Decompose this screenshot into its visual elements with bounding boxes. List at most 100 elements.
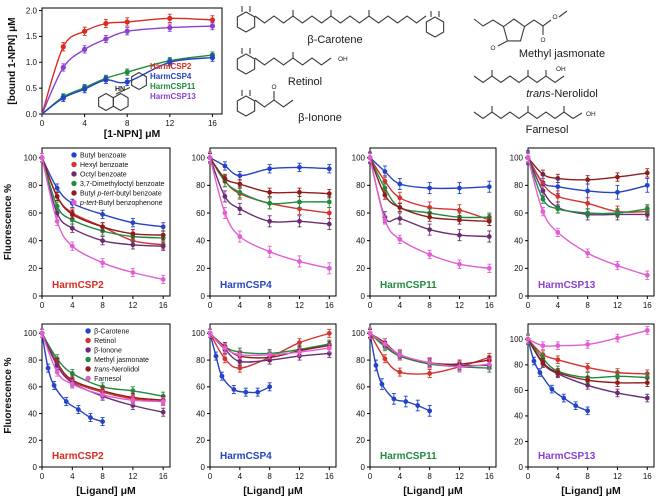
svg-text:OH: OH [556, 66, 566, 73]
svg-text:0: 0 [526, 472, 531, 481]
svg-text:0: 0 [33, 292, 38, 301]
svg-text:16: 16 [159, 472, 168, 481]
svg-text:8: 8 [100, 472, 105, 481]
structure-caption-trans-nerolidol: trans-Nerolidol [526, 88, 598, 100]
harmcsp2-natural-chart: 0 4 8 12 16 0 20 40 60 80 100 [Ligand] μM Fluorescen… [3, 323, 171, 497]
svg-text:12: 12 [165, 119, 174, 128]
structure-caption-beta-carotene: β-Carotene [307, 34, 363, 46]
svg-text:HarmCSP11: HarmCSP11 [380, 280, 437, 291]
svg-text:O: O [271, 84, 276, 91]
svg-text:100: 100 [192, 153, 206, 162]
svg-text:0.0: 0.0 [26, 110, 38, 119]
svg-text:60: 60 [28, 209, 37, 218]
chart-harmcsp2-benzoates: 0 4 8 12 16 0 20 40 60 80 100 Fluorescence % HarmCSP… [2, 142, 178, 319]
svg-text:0: 0 [519, 463, 524, 472]
svg-text:HN: HN [115, 86, 125, 93]
svg-text:16: 16 [208, 119, 217, 128]
svg-text:60: 60 [28, 383, 37, 392]
svg-text:0: 0 [33, 463, 38, 472]
svg-text:2.0: 2.0 [26, 6, 38, 15]
svg-text:trans-Nerolidol: trans-Nerolidol [94, 366, 140, 373]
svg-text:4: 4 [70, 301, 75, 310]
svg-text:[bound 1-NPN] μM: [bound 1-NPN] μM [7, 17, 18, 104]
svg-text:40: 40 [356, 236, 365, 245]
svg-text:HarmCSP4: HarmCSP4 [150, 72, 192, 81]
svg-text:[1-NPN] μM: [1-NPN] μM [104, 128, 161, 140]
svg-text:HarmCSP13: HarmCSP13 [150, 92, 196, 101]
svg-text:O: O [552, 14, 557, 21]
svg-text:20: 20 [356, 264, 365, 273]
svg-text:8: 8 [585, 472, 590, 481]
svg-text:HarmCSP2: HarmCSP2 [52, 280, 104, 291]
svg-text:HarmCSP11: HarmCSP11 [150, 82, 196, 91]
svg-text:0: 0 [526, 301, 531, 310]
harmcsp2-benzoates-chart: 0 4 8 12 16 0 20 40 60 80 100 Fluorescence % HarmCSP… [3, 147, 171, 310]
svg-text:4: 4 [398, 472, 403, 481]
svg-text:0: 0 [368, 472, 373, 481]
binding-chart: 0 4 8 12 16 0.0 0.5 1.0 1.5 2.0 [1-NPN] μM [bound 1… [7, 6, 223, 140]
svg-text:1.0: 1.0 [26, 58, 38, 67]
svg-text:60: 60 [356, 383, 365, 392]
svg-text:20: 20 [514, 264, 523, 273]
harmcsp11-natural-chart: 0 4 8 12 16 0 20 40 60 80 100 [Ligand] μM HarmCSP11 [352, 323, 497, 497]
svg-text:12: 12 [613, 472, 622, 481]
svg-text:HarmCSP2: HarmCSP2 [52, 451, 104, 462]
svg-text:80: 80 [514, 181, 523, 190]
svg-text:HarmCSP11: HarmCSP11 [380, 451, 437, 462]
svg-text:0: 0 [40, 472, 45, 481]
svg-text:8: 8 [427, 301, 432, 310]
svg-text:0: 0 [40, 301, 45, 310]
svg-text:0: 0 [208, 301, 213, 310]
svg-text:0: 0 [201, 463, 206, 472]
svg-text:20: 20 [514, 437, 523, 446]
chart-harmcsp11-benzoates: 0 4 8 12 16 0 20 40 60 80 100 HarmCSP11 [344, 142, 504, 319]
svg-text:[Ligand] μM: [Ligand] μM [243, 485, 303, 497]
svg-text:Fluorescence %: Fluorescence % [3, 184, 14, 260]
svg-text:0: 0 [208, 472, 213, 481]
harmcsp11-benzoates-chart: 0 4 8 12 16 0 20 40 60 80 100 HarmCSP11 [352, 147, 497, 310]
svg-text:HarmCSP13: HarmCSP13 [538, 280, 596, 291]
svg-text:8: 8 [585, 301, 590, 310]
svg-text:p-tert-Butyl benzophenone: p-tert-Butyl benzophenone [79, 200, 163, 207]
chart-harmcsp2-natural: 0 4 8 12 16 0 20 40 60 80 100 [Ligand] μM Fluorescen… [2, 318, 178, 497]
svg-text:8: 8 [100, 301, 105, 310]
svg-text:80: 80 [196, 356, 205, 365]
svg-text:0: 0 [201, 292, 206, 301]
svg-text:16: 16 [485, 301, 494, 310]
svg-text:8: 8 [427, 472, 432, 481]
svg-text:16: 16 [325, 472, 334, 481]
svg-text:Fluorescence %: Fluorescence % [3, 357, 14, 433]
svg-text:20: 20 [196, 264, 205, 273]
svg-text:80: 80 [356, 356, 365, 365]
svg-text:40: 40 [196, 236, 205, 245]
svg-text:20: 20 [28, 436, 37, 445]
harmcsp13-natural-chart: 0 4 8 12 16 0 20 40 60 80 100 [Ligand] μM HarmCSP13 [510, 323, 655, 497]
svg-text:100: 100 [24, 153, 38, 162]
svg-text:20: 20 [28, 264, 37, 273]
svg-text:8: 8 [267, 472, 272, 481]
svg-text:40: 40 [356, 409, 365, 418]
svg-text:12: 12 [295, 472, 304, 481]
svg-text:0.5: 0.5 [26, 84, 38, 93]
structure-caption-methyl-jasmonate: Methyl jasmonate [518, 48, 606, 60]
structures-right-panel: O O O OH OH Methyl jasmonate trans-Nerolidol… [462, 0, 662, 145]
svg-text:4: 4 [82, 119, 87, 128]
svg-text:12: 12 [613, 301, 622, 310]
chart-harmcsp4-natural: 0 4 8 12 16 0 20 40 60 80 100 [Ligand] μM HarmCSP4 [184, 318, 344, 497]
svg-text:12: 12 [455, 301, 464, 310]
svg-text:80: 80 [196, 181, 205, 190]
svg-text:4: 4 [238, 472, 243, 481]
svg-text:0: 0 [368, 301, 373, 310]
svg-text:16: 16 [325, 301, 334, 310]
svg-text:80: 80 [28, 356, 37, 365]
svg-text:[Ligand] μM: [Ligand] μM [561, 485, 621, 497]
svg-text:Farnesol: Farnesol [94, 376, 122, 383]
chart-harmcsp13-natural: 0 4 8 12 16 0 20 40 60 80 100 [Ligand] μM HarmCSP13 [502, 318, 662, 497]
svg-text:40: 40 [28, 409, 37, 418]
svg-text:8: 8 [125, 119, 130, 128]
svg-text:0: 0 [361, 292, 366, 301]
svg-text:100: 100 [24, 329, 38, 338]
harmcsp4-natural-chart: 0 4 8 12 16 0 20 40 60 80 100 [Ligand] μM HarmCSP4 [192, 323, 337, 497]
svg-text:4: 4 [556, 301, 561, 310]
svg-text:β-Carotene: β-Carotene [94, 328, 129, 335]
